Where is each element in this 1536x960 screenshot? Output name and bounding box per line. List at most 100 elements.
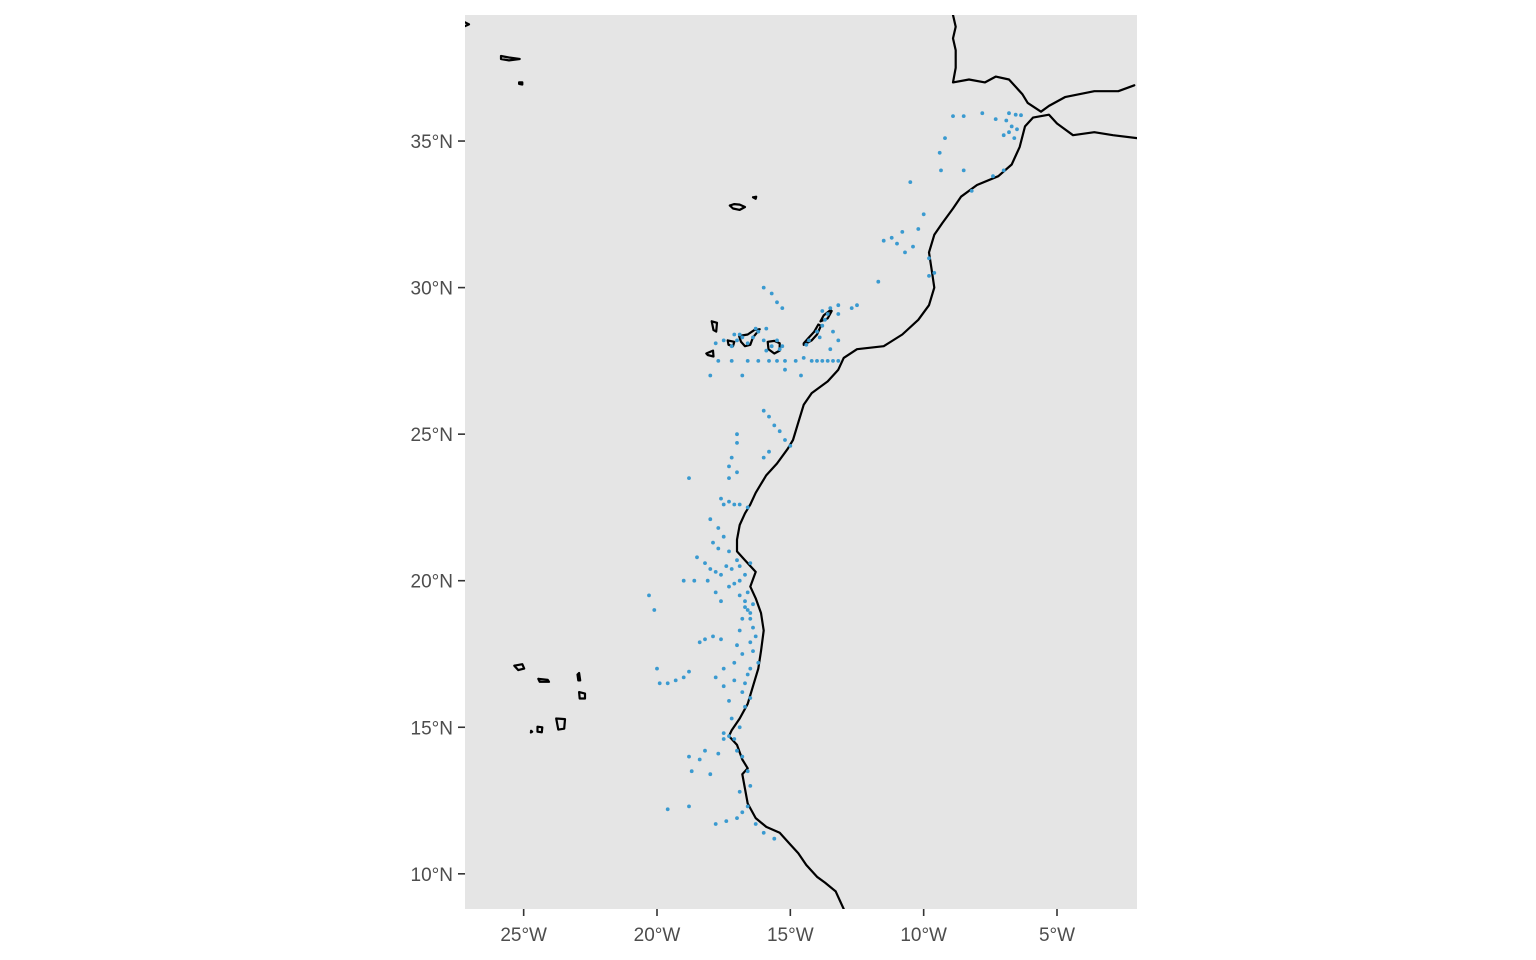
data-point — [801, 356, 806, 360]
data-point — [788, 444, 793, 448]
data-point — [708, 567, 713, 571]
data-point — [1007, 130, 1011, 135]
data-point — [761, 338, 766, 343]
data-point — [807, 338, 811, 343]
data-point — [767, 414, 771, 419]
data-point — [748, 696, 753, 700]
data-point — [849, 306, 854, 310]
data-point — [889, 235, 894, 240]
data-point — [724, 564, 729, 568]
data-point — [836, 359, 841, 363]
data-point — [748, 561, 753, 565]
data-point — [823, 317, 827, 322]
data-point — [735, 338, 739, 343]
data-point — [939, 168, 943, 173]
data-point — [748, 616, 753, 621]
data-point — [817, 335, 822, 340]
data-point — [927, 274, 931, 278]
data-point — [711, 634, 715, 639]
data-point — [745, 804, 750, 809]
data-point — [775, 300, 779, 305]
data-point — [708, 517, 713, 522]
data-point — [761, 830, 766, 835]
data-point — [681, 578, 686, 583]
data-point — [775, 338, 779, 343]
data-point — [980, 111, 985, 116]
y-tick-label: 25°N — [411, 425, 453, 446]
x-axis-longitude: 25°W 20°W 15°W 10°W 5°W — [500, 909, 1075, 946]
coastline-santo-antao — [513, 663, 526, 672]
data-point — [881, 238, 886, 243]
data-point — [745, 341, 750, 346]
data-point — [900, 230, 905, 234]
data-point — [772, 836, 777, 841]
data-point — [745, 769, 750, 774]
data-point — [753, 634, 758, 639]
data-point — [721, 684, 726, 689]
data-point — [657, 681, 662, 686]
data-point — [737, 725, 742, 730]
coastline-terceira-tip — [465, 21, 471, 28]
data-point — [689, 769, 694, 774]
data-point — [825, 359, 830, 363]
x-tick-label: 15°W — [767, 925, 814, 946]
data-point — [727, 734, 731, 738]
data-point — [767, 449, 771, 454]
y-axis-latitude: 10°N 15°N 20°N 25°N 30°N 35°N — [411, 132, 465, 886]
data-point — [815, 359, 819, 363]
data-point — [764, 326, 769, 331]
data-point — [1007, 111, 1011, 116]
data-point — [732, 332, 737, 337]
data-point — [831, 359, 835, 363]
coastline-la-palma — [710, 320, 719, 333]
data-point — [743, 681, 747, 686]
data-point — [735, 432, 739, 437]
coastline-santiago — [555, 717, 567, 731]
data-point — [937, 150, 942, 155]
data-point — [737, 578, 742, 583]
data-point — [735, 816, 739, 820]
data-point — [719, 637, 723, 642]
data-point — [777, 347, 782, 352]
data-point — [828, 306, 833, 310]
data-point — [729, 716, 734, 721]
data-point — [687, 754, 691, 759]
observation-points-layer — [647, 111, 1023, 841]
data-point — [713, 590, 718, 595]
data-point — [732, 502, 737, 507]
data-point — [836, 312, 841, 316]
data-point — [719, 496, 723, 501]
data-point — [783, 367, 787, 372]
data-point — [740, 373, 745, 378]
data-point — [737, 332, 742, 337]
data-point — [703, 561, 707, 565]
data-point — [991, 174, 995, 179]
data-point — [756, 329, 761, 334]
data-point — [652, 608, 657, 612]
data-point — [673, 678, 678, 683]
data-point — [951, 114, 955, 118]
coastline-mainland-africa — [727, 113, 1137, 909]
data-point — [727, 499, 731, 504]
data-point — [825, 312, 830, 316]
data-point — [780, 306, 785, 310]
data-point — [927, 256, 931, 261]
data-point — [748, 611, 753, 615]
data-point — [740, 616, 745, 621]
data-point — [687, 669, 691, 674]
data-point — [751, 602, 755, 607]
data-point — [729, 567, 734, 571]
data-point — [761, 455, 766, 460]
data-point — [724, 819, 729, 823]
y-tick-label: 35°N — [411, 132, 453, 153]
data-point — [961, 168, 966, 173]
data-point — [655, 666, 659, 671]
data-point — [756, 660, 761, 665]
data-point — [740, 652, 745, 656]
data-point — [793, 359, 798, 363]
data-point — [908, 180, 913, 185]
data-point — [708, 373, 713, 378]
data-point — [836, 338, 841, 343]
data-point — [721, 338, 726, 343]
data-point — [697, 757, 702, 762]
